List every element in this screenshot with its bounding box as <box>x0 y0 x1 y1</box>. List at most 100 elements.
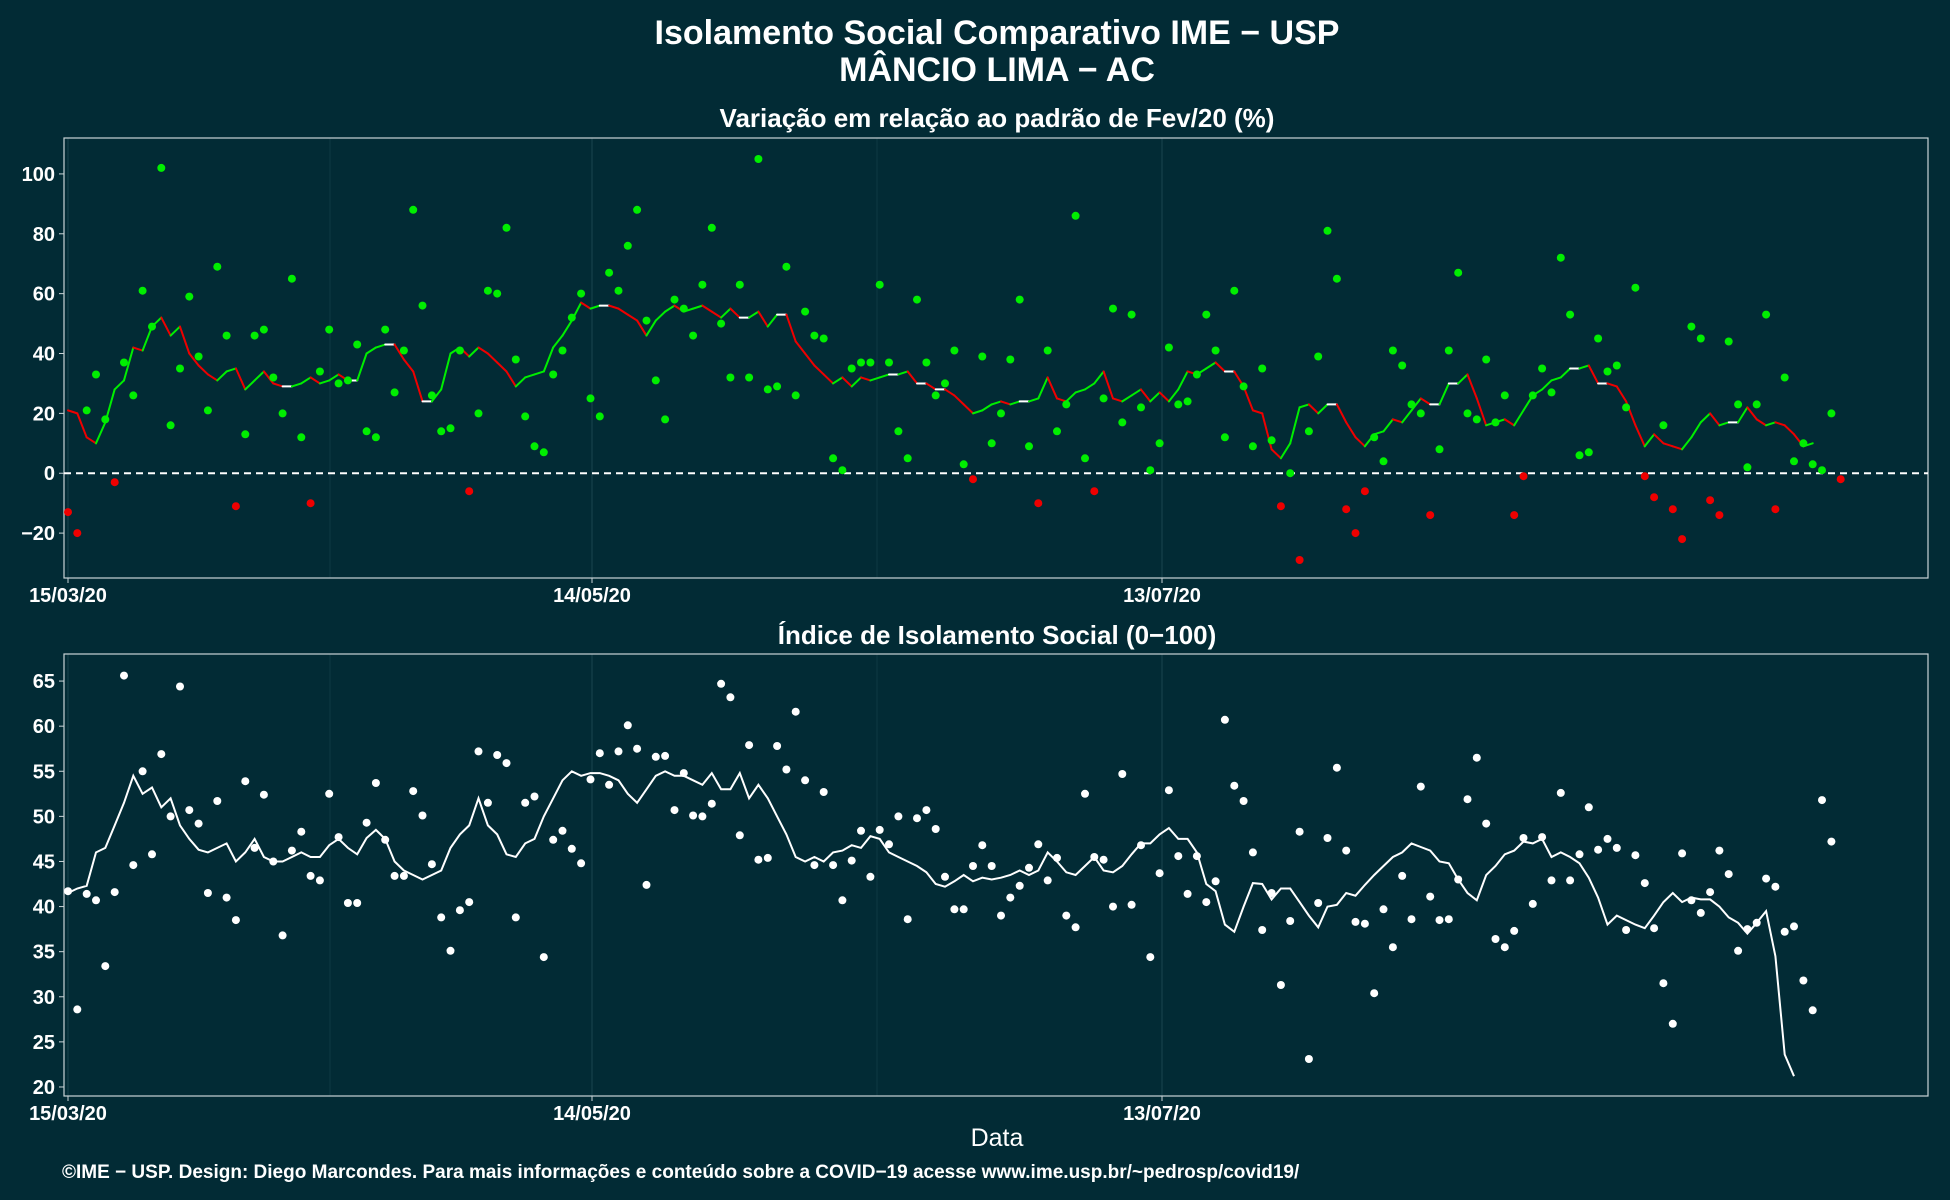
data-point <box>1211 346 1220 355</box>
data-point <box>1640 879 1649 888</box>
data-point <box>1463 409 1472 418</box>
data-point <box>1528 899 1537 908</box>
data-point <box>922 806 931 815</box>
footer-caption: ©IME − USP. Design: Diego Marcondes. Par… <box>62 1162 1300 1183</box>
data-point <box>437 913 446 922</box>
panel-2-title: Índice de Isolamento Social (0−100) <box>778 620 1217 650</box>
trend-segment <box>393 343 405 361</box>
trend-segment <box>1046 376 1058 400</box>
data-point <box>1528 391 1537 400</box>
data-point <box>64 508 72 517</box>
data-point <box>1127 310 1136 319</box>
data-point <box>1566 876 1575 885</box>
data-point <box>1696 908 1705 917</box>
data-point <box>1398 871 1407 880</box>
trend-segment <box>794 340 807 355</box>
trend-segment <box>113 379 125 391</box>
trend-segment <box>1093 370 1105 385</box>
trend-segment <box>188 352 200 367</box>
trend-segment <box>1541 379 1553 391</box>
data-point <box>1416 782 1425 791</box>
data-point <box>707 223 716 232</box>
trend-segment <box>1251 409 1264 415</box>
data-point <box>1538 833 1547 842</box>
trend-segment <box>505 370 517 388</box>
data-point <box>334 833 343 842</box>
data-point <box>325 789 334 798</box>
data-point <box>1053 853 1061 862</box>
data-point <box>857 358 865 367</box>
x-axis-label: Data <box>971 1124 1024 1152</box>
trend-segment <box>1298 403 1310 409</box>
trend-segment <box>328 373 340 382</box>
data-point <box>1566 310 1575 319</box>
data-point <box>1780 373 1789 382</box>
trend-segment <box>664 304 676 313</box>
trend-segment <box>234 367 247 391</box>
data-point <box>222 893 231 902</box>
trend-segment <box>76 412 88 439</box>
trend-segment <box>253 370 265 382</box>
trend-segment <box>216 370 228 382</box>
data-point <box>1622 403 1631 412</box>
data-point <box>941 379 949 388</box>
data-point <box>213 262 222 271</box>
data-point <box>1454 268 1463 277</box>
trend-segment <box>1130 388 1142 397</box>
data-point <box>1174 400 1183 409</box>
data-point <box>1622 926 1631 934</box>
data-point <box>1118 418 1127 427</box>
data-point <box>1081 789 1089 798</box>
data-point <box>399 871 408 880</box>
data-point <box>1109 902 1117 911</box>
data-point <box>1388 943 1397 952</box>
trend-segment <box>1466 373 1478 400</box>
data-point <box>959 905 968 914</box>
data-point <box>1836 475 1845 484</box>
data-point <box>1640 472 1649 481</box>
trend-segment <box>1578 364 1590 370</box>
trend-segment <box>1681 436 1693 451</box>
trend-segment <box>132 346 144 352</box>
data-point <box>1370 989 1379 998</box>
trend-segment <box>552 334 564 349</box>
trend-segment <box>1709 412 1721 427</box>
data-point <box>605 780 614 789</box>
data-point <box>950 905 959 914</box>
data-point <box>1314 352 1323 361</box>
data-point <box>1090 487 1099 496</box>
data-point <box>1379 457 1388 466</box>
data-point <box>1463 795 1472 804</box>
data-point <box>1202 310 1211 319</box>
trend-segment <box>1746 406 1758 421</box>
data-point <box>1631 851 1640 860</box>
data-point <box>176 682 184 691</box>
data-point <box>633 205 642 214</box>
data-point <box>866 872 875 881</box>
data-point <box>997 409 1005 418</box>
trend-segment <box>906 370 919 385</box>
data-point <box>194 352 203 361</box>
data-point <box>1155 439 1164 448</box>
y-tick-label: 60 <box>33 284 55 306</box>
x-tick-label: 15/03/20 <box>29 585 107 607</box>
data-point <box>297 827 306 836</box>
y-tick-label: 25 <box>33 1032 55 1054</box>
trend-segment <box>813 364 825 376</box>
data-point <box>866 358 875 367</box>
data-point <box>362 818 371 827</box>
trend-segment <box>832 376 844 385</box>
data-point <box>969 862 977 870</box>
data-point <box>1304 1055 1313 1063</box>
data-point <box>241 430 250 439</box>
data-point <box>1286 469 1295 478</box>
data-point <box>1771 505 1780 514</box>
trend-segment <box>356 352 368 382</box>
data-point <box>1444 915 1453 924</box>
data-point <box>334 379 343 388</box>
data-point <box>1790 922 1798 931</box>
data-point <box>409 787 418 796</box>
trend-segment <box>1102 370 1114 400</box>
data-point <box>1687 896 1696 905</box>
data-point <box>1090 853 1099 861</box>
